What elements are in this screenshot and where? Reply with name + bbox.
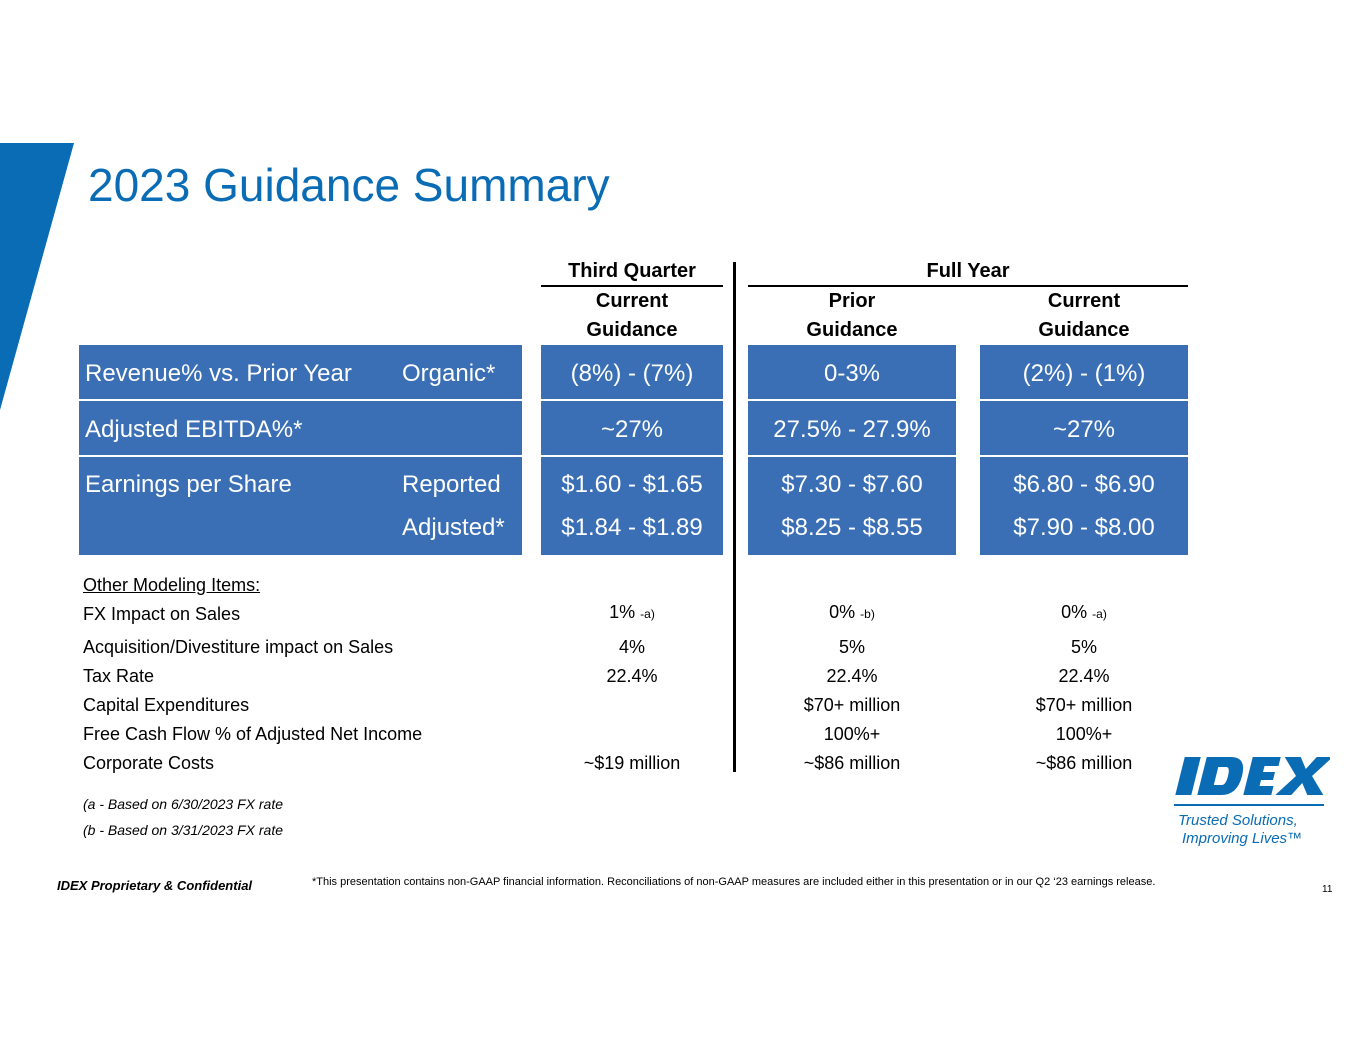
- accent-stripe: [0, 143, 74, 410]
- eps-reported-fy-current: $6.80 - $6.90: [1013, 471, 1155, 498]
- acquisition-fy-current: 5%: [1070, 637, 1097, 657]
- page-number: 11: [1322, 884, 1333, 895]
- column-divider: [733, 262, 736, 772]
- col3-header-line1: Current: [1047, 290, 1121, 312]
- band-eps-fy-current: [980, 457, 1188, 555]
- fcf-fy-prior: 100%+: [823, 724, 881, 744]
- header-underline-q3: [541, 285, 723, 287]
- band-revenue-q3: [541, 345, 723, 399]
- fx-q3-footnote: -a): [640, 607, 655, 621]
- row-label-revenue: Revenue% vs. Prior Year: [85, 360, 352, 387]
- col1-header-line1: Current: [595, 290, 669, 312]
- col3-header-line2: Guidance: [1038, 319, 1130, 341]
- band-ebitda-fy-prior: [748, 401, 956, 455]
- other-label-tax: Tax Rate: [83, 666, 155, 686]
- band-eps-q3: [541, 457, 723, 555]
- band-ebitda-label: [79, 401, 522, 455]
- row-label-ebitda: Adjusted EBITDA%*: [85, 416, 303, 443]
- other-label-acquisition: Acquisition/Divestiture impact on Sales: [83, 637, 394, 657]
- col2-header-line2: Guidance: [806, 319, 898, 341]
- ebitda-fy-current: ~27%: [1052, 416, 1116, 443]
- fcf-fy-current: 100%+: [1055, 724, 1113, 744]
- tax-fy-prior: 22.4%: [826, 666, 878, 686]
- fx-prior-footnote: -b): [860, 607, 875, 621]
- header-third-quarter: Third Quarter: [568, 260, 696, 282]
- logo-tagline-line1: Trusted Solutions,: [1178, 812, 1298, 829]
- eps-adjusted-fy-prior: $8.25 - $8.55: [781, 514, 923, 541]
- band-eps-label: [79, 457, 522, 555]
- acquisition-q3-current: 4%: [618, 637, 645, 657]
- other-label-fx: FX Impact on Sales: [83, 604, 241, 624]
- fx-fy-current: 0% -a): [1061, 602, 1107, 622]
- eps-reported-q3-current: $1.60 - $1.65: [561, 471, 703, 498]
- capex-fy-current: $70+ million: [1035, 695, 1133, 715]
- logo-tagline: Trusted Solutions, Improving Lives™: [1178, 812, 1302, 848]
- acquisition-fy-prior: 5%: [838, 637, 865, 657]
- revenue-fy-prior: 0-3%: [823, 360, 881, 387]
- band-revenue-label: [79, 345, 522, 399]
- footnote-a: (a - Based on 6/30/2023 FX rate: [83, 796, 284, 812]
- capex-fy-prior: $70+ million: [803, 695, 901, 715]
- eps-reported-fy-prior: $7.30 - $7.60: [781, 471, 923, 498]
- band-ebitda-q3: [541, 401, 723, 455]
- idex-logo: [1174, 757, 1330, 806]
- band-ebitda-fy-current: [980, 401, 1188, 455]
- other-label-fcf: Free Cash Flow % of Adjusted Net Income: [83, 724, 423, 744]
- other-label-capex: Capital Expenditures: [83, 695, 250, 715]
- fx-fy-prior: 0% -b): [829, 602, 875, 622]
- header-underline-fy: [748, 285, 1188, 287]
- fx-q3-current: 1% -a): [609, 602, 655, 622]
- corporate-fy-current: ~$86 million: [1035, 753, 1133, 773]
- fx-current-footnote: -a): [1092, 607, 1107, 621]
- band-revenue-fy-prior: [748, 345, 956, 399]
- revenue-q3-current: (8%) - (7%): [570, 360, 694, 387]
- footer-disclaimer: *This presentation contains non-GAAP fin…: [312, 876, 1156, 888]
- col2-header-line1: Prior: [828, 290, 876, 312]
- corporate-fy-prior: ~$86 million: [803, 753, 901, 773]
- row-sublabel-organic: Organic*: [402, 360, 496, 387]
- page-title: 2023 Guidance Summary: [88, 159, 610, 211]
- band-eps-fy-prior: [748, 457, 956, 555]
- logo-tagline-line2: Improving Lives™: [1182, 830, 1303, 847]
- col1-header-line2: Guidance: [586, 319, 678, 341]
- row-sublabel-reported: Reported: [402, 471, 501, 498]
- footer-confidential: IDEX Proprietary & Confidential: [57, 878, 253, 893]
- row-sublabel-adjusted: Adjusted*: [402, 514, 505, 541]
- eps-adjusted-q3-current: $1.84 - $1.89: [561, 514, 703, 541]
- header-full-year: Full Year: [926, 260, 1010, 282]
- revenue-fy-current: (2%) - (1%): [1022, 360, 1146, 387]
- band-revenue-fy-current: [980, 345, 1188, 399]
- tax-fy-current: 22.4%: [1058, 666, 1110, 686]
- ebitda-q3-current: ~27%: [600, 416, 664, 443]
- ebitda-fy-prior: 27.5% - 27.9%: [773, 416, 931, 443]
- row-label-eps: Earnings per Share: [85, 471, 292, 498]
- tax-q3-current: 22.4%: [606, 666, 658, 686]
- eps-adjusted-fy-current: $7.90 - $8.00: [1013, 514, 1155, 541]
- other-items-heading: Other Modeling Items:: [83, 575, 261, 595]
- other-label-corporate: Corporate Costs: [83, 753, 215, 773]
- footnote-b: (b - Based on 3/31/2023 FX rate: [83, 822, 284, 838]
- corporate-q3-current: ~$19 million: [583, 753, 681, 773]
